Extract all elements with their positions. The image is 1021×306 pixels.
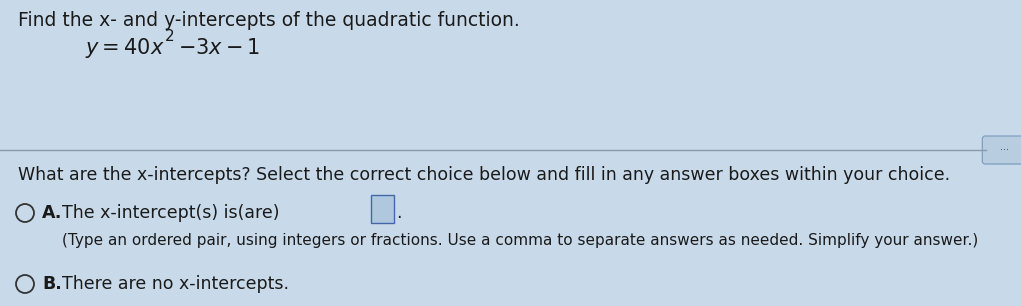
FancyBboxPatch shape bbox=[982, 136, 1021, 164]
Text: B.: B. bbox=[42, 275, 61, 293]
Text: $2$: $2$ bbox=[164, 28, 175, 44]
Text: Find the x- and y-intercepts of the quadratic function.: Find the x- and y-intercepts of the quad… bbox=[18, 11, 520, 30]
Text: The x-intercept(s) is(are): The x-intercept(s) is(are) bbox=[62, 204, 280, 222]
Text: .: . bbox=[396, 204, 401, 222]
FancyBboxPatch shape bbox=[371, 195, 394, 223]
Text: $-3x-1$: $-3x-1$ bbox=[178, 38, 260, 58]
Text: $y=40x$: $y=40x$ bbox=[85, 36, 164, 60]
Text: (Type an ordered pair, using integers or fractions. Use a comma to separate answ: (Type an ordered pair, using integers or… bbox=[62, 233, 978, 248]
Text: What are the x-intercepts? Select the correct choice below and fill in any answe: What are the x-intercepts? Select the co… bbox=[18, 166, 951, 184]
Text: A.: A. bbox=[42, 204, 62, 222]
Text: ···: ··· bbox=[1000, 145, 1009, 155]
Text: There are no x-intercepts.: There are no x-intercepts. bbox=[62, 275, 289, 293]
